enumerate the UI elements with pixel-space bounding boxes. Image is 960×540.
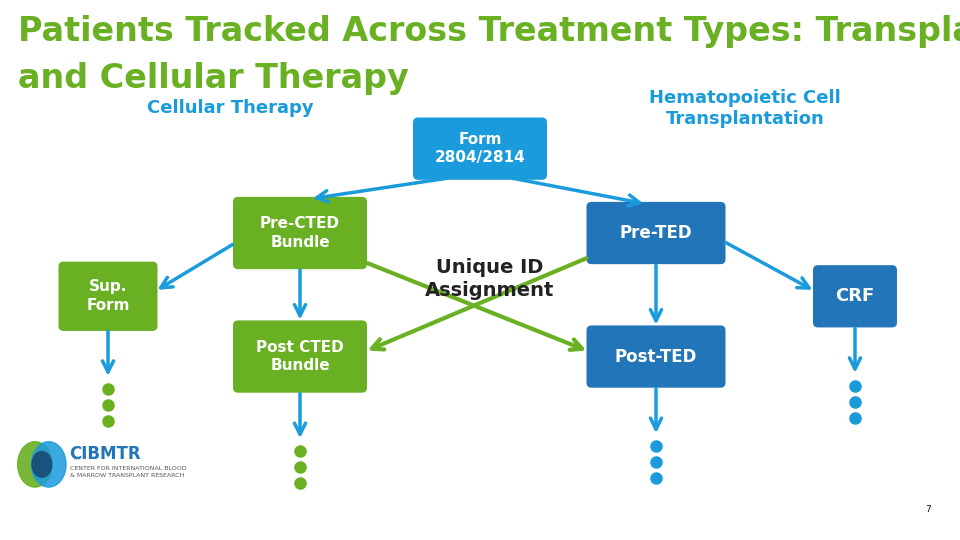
Text: and Cellular Therapy: and Cellular Therapy [18,62,409,95]
FancyBboxPatch shape [233,320,367,393]
FancyBboxPatch shape [59,262,157,331]
Text: Patients Tracked Across Treatment Types: Transplant: Patients Tracked Across Treatment Types:… [18,15,960,48]
FancyBboxPatch shape [813,265,897,327]
FancyBboxPatch shape [413,118,547,180]
Text: Post CTED
Bundle: Post CTED Bundle [256,340,344,373]
FancyBboxPatch shape [587,202,726,264]
Text: Cellular Therapy: Cellular Therapy [147,99,313,118]
FancyBboxPatch shape [587,326,726,388]
FancyBboxPatch shape [233,197,367,269]
Text: Sup.
Form: Sup. Form [86,280,130,313]
Text: ™: ™ [71,455,81,465]
Text: CENTER FOR INTERNATIONAL BLOOD
& MARROW TRANSPLANT RESEARCH: CENTER FOR INTERNATIONAL BLOOD & MARROW … [69,467,186,477]
Text: Post-TED: Post-TED [614,348,697,366]
Text: Hematopoietic Cell
Transplantation: Hematopoietic Cell Transplantation [649,89,841,128]
Text: TRAINING & DEVELOPMENT  |  7: TRAINING & DEVELOPMENT | 7 [730,514,952,527]
Text: Form
2804/2814: Form 2804/2814 [435,132,525,165]
Text: CIBMTR: CIBMTR [69,445,141,463]
Text: 7: 7 [925,505,931,514]
Circle shape [32,442,66,487]
Text: Unique ID
Assignment: Unique ID Assignment [425,258,555,300]
Circle shape [32,451,52,477]
Text: Pre-CTED
Bundle: Pre-CTED Bundle [260,216,340,250]
Circle shape [17,442,52,487]
Text: CRF: CRF [835,287,875,305]
Text: Pre-TED: Pre-TED [620,224,692,242]
